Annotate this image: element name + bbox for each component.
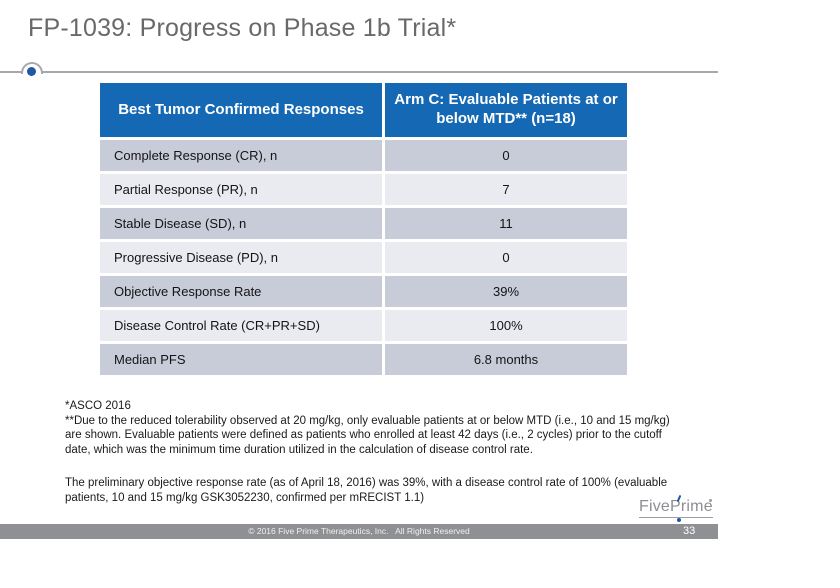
table-row-value: 100% — [385, 310, 627, 341]
footer-copyright: © 2016 Five Prime Therapeutics, Inc. All… — [248, 526, 470, 536]
table-row-label: Partial Response (PR), n — [100, 174, 382, 205]
table-row-label: Stable Disease (SD), n — [100, 208, 382, 239]
table-row-label: Complete Response (CR), n — [100, 140, 382, 171]
fiveprime-logo-text: FivePrime — [639, 498, 713, 518]
summary-paragraph: The preliminary objective response rate … — [65, 477, 668, 504]
table-header-arm-c: Arm C: Evaluable Patients at or below MT… — [385, 83, 627, 137]
footnote-asco: *ASCO 2016 — [65, 400, 131, 412]
footnote-mtd: **Due to the reduced tolerability observ… — [65, 414, 670, 457]
table-row-value: 7 — [385, 174, 627, 205]
fiveprime-logo: FivePrime — [639, 494, 717, 522]
page-title: FP-1039: Progress on Phase 1b Trial* — [28, 14, 457, 42]
table-header-responses: Best Tumor Confirmed Responses — [100, 83, 382, 137]
results-table: Best Tumor Confirmed Responses Arm C: Ev… — [100, 83, 627, 375]
title-divider-line — [0, 71, 718, 73]
table-row-value: 6.8 months — [385, 344, 627, 375]
table-row-value: 0 — [385, 140, 627, 171]
table-row-value: 39% — [385, 276, 627, 307]
page-number: 33 — [683, 525, 696, 537]
table-row-label: Median PFS — [100, 344, 382, 375]
footnotes: *ASCO 2016 **Due to the reduced tolerabi… — [65, 399, 685, 458]
table-row-label: Progressive Disease (PD), n — [100, 242, 382, 273]
table-row-value: 0 — [385, 242, 627, 273]
divider-node-dot-icon — [27, 67, 36, 76]
logo-trademark-dot — [709, 499, 712, 502]
table-row-value: 11 — [385, 208, 627, 239]
table-row-label: Disease Control Rate (CR+PR+SD) — [100, 310, 382, 341]
logo-blue-dot-icon — [677, 518, 681, 522]
footer-bar: © 2016 Five Prime Therapeutics, Inc. All… — [0, 524, 718, 539]
table-row-label: Objective Response Rate — [100, 276, 382, 307]
